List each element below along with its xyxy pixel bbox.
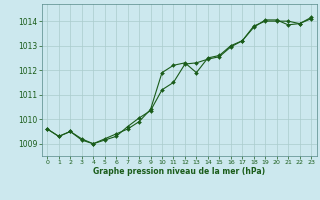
X-axis label: Graphe pression niveau de la mer (hPa): Graphe pression niveau de la mer (hPa) — [93, 167, 265, 176]
